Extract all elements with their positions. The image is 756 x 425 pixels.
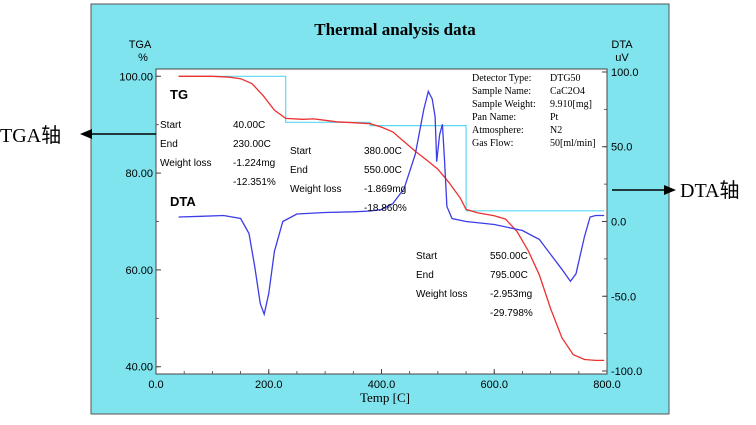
right-axis-label: DTA bbox=[611, 39, 633, 51]
info-detector-value: DTG50 bbox=[550, 73, 581, 84]
dta-callout-label: DTA轴 bbox=[680, 179, 740, 202]
annotation-stage2: Start 380.00C End 550.00C Weight loss -1… bbox=[290, 146, 407, 214]
stage1-loss-pct: -12.351% bbox=[233, 177, 276, 188]
info-atmosphere-value: N2 bbox=[550, 125, 562, 136]
x-tick-label: 0.0 bbox=[148, 379, 163, 391]
stage3-loss-pct: -29.798% bbox=[490, 308, 533, 319]
stage3-loss-mg: -2.953mg bbox=[490, 289, 532, 300]
stage1-start-value: 40.00C bbox=[233, 120, 265, 131]
annotation-stage1: Start 40.00C End 230.00C Weight loss -1.… bbox=[160, 120, 276, 188]
info-atmosphere-label: Atmosphere: bbox=[472, 125, 524, 136]
dta-axis-callout: DTA轴 bbox=[612, 179, 740, 202]
x-axis-label: Temp [C] bbox=[360, 390, 410, 405]
stage3-end-value: 795.00C bbox=[490, 270, 528, 281]
info-pan-value: Pt bbox=[550, 112, 559, 123]
x-tick-label: 800.0 bbox=[593, 379, 621, 391]
right-axis-unit: uV bbox=[615, 52, 629, 64]
left-tick-label: 80.00 bbox=[125, 168, 153, 180]
stage1-end-label: End bbox=[160, 139, 178, 150]
stage3-start-value: 550.00C bbox=[490, 251, 528, 262]
info-sample-weight-label: Sample Weight: bbox=[472, 99, 536, 110]
left-tick-label: 40.00 bbox=[125, 362, 153, 374]
annotation-stage3: Start 550.00C End 795.00C Weight loss -2… bbox=[416, 251, 533, 319]
stage2-end-label: End bbox=[290, 165, 308, 176]
x-tick-label: 200.0 bbox=[255, 379, 283, 391]
chart-title: Thermal analysis data bbox=[314, 20, 476, 39]
left-tick-label: 60.00 bbox=[125, 265, 153, 277]
tga-axis-callout: TGA轴 bbox=[0, 124, 156, 147]
info-sample-name-value: CaC2O4 bbox=[550, 86, 585, 97]
stage2-loss-mg: -1.869mg bbox=[364, 184, 406, 195]
right-tick-label: 50.0 bbox=[611, 142, 632, 154]
info-pan-label: Pan Name: bbox=[472, 112, 516, 123]
plot-area bbox=[155, 68, 608, 375]
stage2-end-value: 550.00C bbox=[364, 165, 402, 176]
tga-callout-label: TGA轴 bbox=[0, 124, 61, 147]
stage2-start-label: Start bbox=[290, 146, 311, 157]
info-box: Detector Type: DTG50 Sample Name: CaC2O4… bbox=[472, 73, 596, 149]
info-sample-name-label: Sample Name: bbox=[472, 86, 531, 97]
stage2-loss-label: Weight loss bbox=[290, 184, 342, 195]
stage3-end-label: End bbox=[416, 270, 434, 281]
left-tick-label: 100.00 bbox=[119, 71, 153, 83]
stage1-start-label: Start bbox=[160, 120, 181, 131]
left-axis-unit: % bbox=[138, 52, 148, 64]
dta-series-label: DTA bbox=[170, 194, 196, 209]
stage2-start-value: 380.00C bbox=[364, 146, 402, 157]
left-axis-label: TGA bbox=[129, 39, 152, 51]
stage2-loss-pct: -18.860% bbox=[364, 203, 407, 214]
x-tick-label: 400.0 bbox=[368, 379, 396, 391]
stage1-end-value: 230.00C bbox=[233, 139, 271, 150]
info-detector-label: Detector Type: bbox=[472, 73, 531, 84]
right-tick-label: -100.0 bbox=[611, 366, 642, 378]
info-gas-flow-label: Gas Flow: bbox=[472, 138, 513, 149]
dta-series-line bbox=[178, 89, 605, 317]
tga-callout-arrow-head bbox=[80, 129, 92, 139]
stage1-loss-mg: -1.224mg bbox=[233, 158, 275, 169]
info-gas-flow-value: 50[ml/min] bbox=[550, 138, 596, 149]
dta-callout-arrow-head bbox=[664, 185, 676, 195]
right-tick-label: -50.0 bbox=[611, 291, 636, 303]
stage3-start-label: Start bbox=[416, 251, 437, 262]
right-tick-label: 100.0 bbox=[611, 67, 639, 79]
stage3-loss-label: Weight loss bbox=[416, 289, 468, 300]
x-tick-label: 600.0 bbox=[480, 379, 508, 391]
info-sample-weight-value: 9.910[mg] bbox=[550, 99, 592, 110]
tg-series-label: TG bbox=[170, 87, 188, 102]
stage1-loss-label: Weight loss bbox=[160, 158, 212, 169]
right-tick-label: 0.0 bbox=[611, 217, 626, 229]
